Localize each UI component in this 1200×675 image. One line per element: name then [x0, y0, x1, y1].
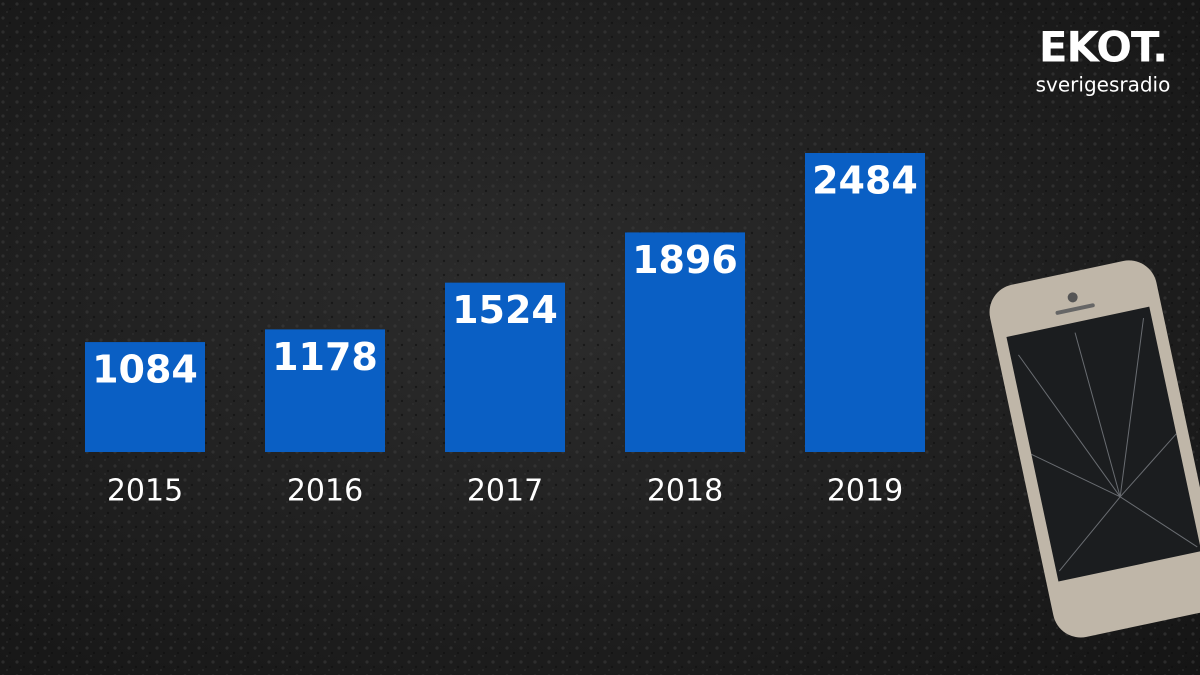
bar [625, 232, 745, 452]
phone [989, 260, 1200, 638]
value-label: 1896 [632, 238, 738, 282]
x-tick-label: 2018 [647, 474, 723, 509]
x-tick-label: 2015 [107, 474, 183, 509]
bar [445, 282, 565, 452]
value-label: 1084 [92, 348, 198, 392]
value-label: 1524 [452, 288, 558, 332]
logo-subtitle: sverigesradio [1036, 73, 1171, 97]
bar [85, 342, 205, 452]
x-tick-label: 2017 [467, 474, 543, 509]
value-label: 1178 [272, 335, 378, 379]
x-tick-label: 2016 [287, 474, 363, 509]
value-label: 2484 [812, 159, 918, 203]
x-tick-label: 2019 [827, 474, 903, 509]
logo-title: EKOT. [1039, 23, 1167, 72]
bar [805, 153, 925, 452]
bar [265, 329, 385, 452]
